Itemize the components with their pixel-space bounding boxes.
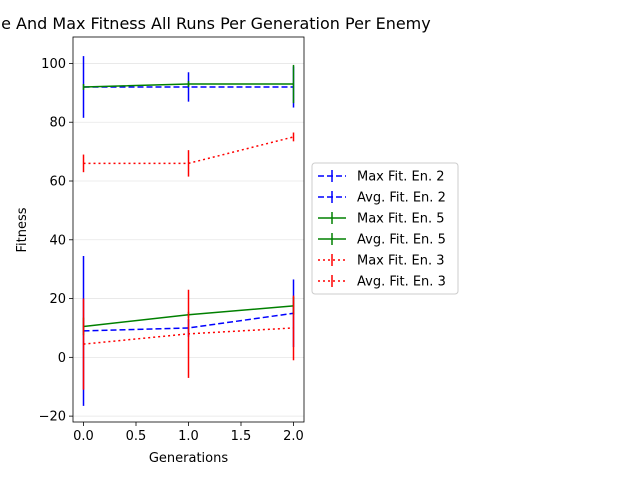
y-tick-label: 0 <box>58 351 66 366</box>
series-line <box>83 83 294 88</box>
y-axis-label: Fitness <box>15 207 30 252</box>
x-tick-label: 0.0 <box>73 429 94 444</box>
y-tick-label: −20 <box>39 410 66 425</box>
series-5 <box>82 132 295 177</box>
series-6 <box>82 289 295 390</box>
legend-label: Avg. Fit. En. 2 <box>357 191 446 206</box>
y-tick-label: 100 <box>41 57 66 72</box>
axes: 0.0 0.5 1.0 1.5 2.0 −20 0 20 40 60 80 100 <box>39 36 305 444</box>
x-tick-label: 1.5 <box>231 429 252 444</box>
x-tick-label: 0.5 <box>126 429 147 444</box>
y-tick-label: 80 <box>49 116 66 131</box>
series-line <box>83 136 294 165</box>
chart-title: Average And Max Fitness All Runs Per Gen… <box>0 14 431 33</box>
legend-label: Max Fit. En. 3 <box>357 254 445 269</box>
x-tick-label: 1.0 <box>178 429 199 444</box>
legend-label: Avg. Fit. En. 5 <box>357 233 446 248</box>
legend-label: Max Fit. En. 5 <box>357 212 445 227</box>
series-line <box>83 327 294 345</box>
y-tick-label: 40 <box>49 233 66 248</box>
series-line <box>83 312 294 332</box>
y-tick-label: 20 <box>49 292 66 307</box>
y-tick-label: 60 <box>49 175 66 190</box>
x-axis-label: Generations <box>149 451 229 466</box>
series-layer <box>82 56 295 406</box>
x-tick-label: 2.0 <box>283 429 304 444</box>
legend-box <box>311 162 459 295</box>
legend-label: Avg. Fit. En. 3 <box>357 275 446 290</box>
series-3 <box>82 64 295 104</box>
legend: Max Fit. En. 2 Avg. Fit. En. 2 Max Fit. En… <box>311 162 459 295</box>
legend-label: Max Fit. En. 2 <box>357 170 445 185</box>
